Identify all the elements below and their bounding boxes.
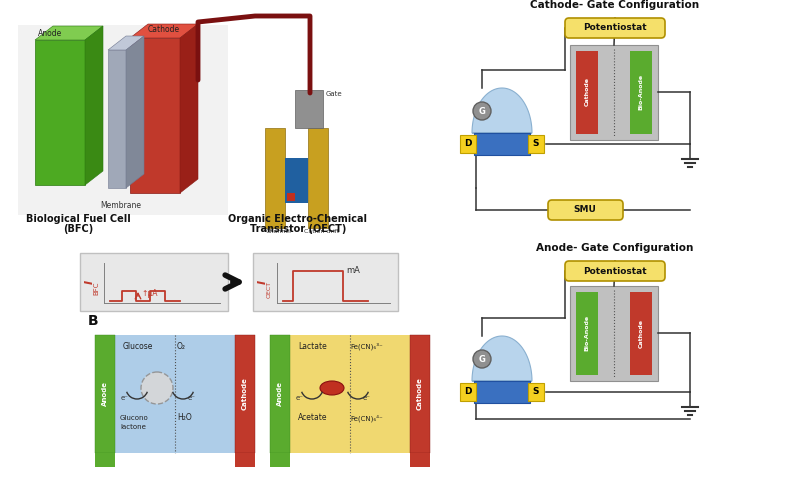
Text: I: I <box>258 280 268 284</box>
Text: Anode: Anode <box>277 382 283 407</box>
Text: Anode: Anode <box>102 382 108 407</box>
FancyBboxPatch shape <box>565 18 665 38</box>
Text: e⁻: e⁻ <box>363 395 371 401</box>
Text: Lactate: Lactate <box>298 342 326 351</box>
Bar <box>18 25 228 215</box>
Text: ↑μA: ↑μA <box>141 289 158 298</box>
Bar <box>235 335 255 453</box>
Polygon shape <box>85 26 103 185</box>
FancyBboxPatch shape <box>565 261 665 281</box>
Bar <box>528 135 544 153</box>
Bar <box>460 135 476 153</box>
Text: Membrane: Membrane <box>100 201 141 210</box>
Bar <box>130 38 180 193</box>
Text: SMU: SMU <box>574 205 597 215</box>
Text: Glucono: Glucono <box>120 415 149 421</box>
Text: OECT: OECT <box>266 280 271 298</box>
Bar <box>474 381 530 403</box>
Text: Glucose: Glucose <box>123 342 154 351</box>
Polygon shape <box>126 36 144 188</box>
Bar <box>410 335 430 453</box>
Circle shape <box>141 372 173 404</box>
Polygon shape <box>130 24 198 38</box>
Text: Cathode: Cathode <box>242 378 248 410</box>
Polygon shape <box>472 88 532 133</box>
Circle shape <box>473 102 491 120</box>
Bar <box>570 286 658 381</box>
Text: Cathode: Cathode <box>638 319 643 348</box>
Bar <box>528 383 544 401</box>
Bar <box>95 335 255 453</box>
Text: Gate: Gate <box>326 91 342 97</box>
Bar <box>287 193 295 201</box>
Bar <box>253 253 398 311</box>
Bar <box>270 453 290 467</box>
Polygon shape <box>108 36 144 50</box>
Polygon shape <box>472 336 532 381</box>
Text: G: G <box>478 355 486 363</box>
Text: (BFC): (BFC) <box>63 224 93 234</box>
Text: D: D <box>464 387 472 396</box>
Text: e⁻: e⁻ <box>121 395 129 401</box>
Bar <box>460 383 476 401</box>
Text: Organic Electro-Chemical: Organic Electro-Chemical <box>229 214 367 224</box>
Circle shape <box>473 350 491 368</box>
Bar <box>308 128 328 228</box>
Text: Fe(CN)₆⁴⁻: Fe(CN)₆⁴⁻ <box>350 414 382 421</box>
Polygon shape <box>35 26 103 40</box>
Bar <box>474 133 530 155</box>
FancyBboxPatch shape <box>548 200 623 220</box>
Text: Biological Fuel Cell: Biological Fuel Cell <box>26 214 130 224</box>
Text: e⁻: e⁻ <box>188 395 196 401</box>
Bar <box>295 90 323 128</box>
Text: lactone: lactone <box>120 424 146 430</box>
Bar <box>630 292 652 375</box>
Text: Acetate: Acetate <box>298 413 327 422</box>
Text: Potentiostat: Potentiostat <box>583 266 647 276</box>
Text: Bio-Anode: Bio-Anode <box>585 315 590 351</box>
Bar <box>630 51 652 134</box>
Bar <box>576 51 598 134</box>
Text: Cathode- Gate Configuration: Cathode- Gate Configuration <box>530 0 699 10</box>
Bar <box>95 453 115 467</box>
Text: Transistor (OECT): Transistor (OECT) <box>250 224 346 234</box>
Polygon shape <box>180 24 198 193</box>
Text: e⁻: e⁻ <box>296 395 304 401</box>
Text: I: I <box>85 280 95 284</box>
Text: Cathode: Cathode <box>148 25 180 34</box>
Text: Cation drift: Cation drift <box>304 229 339 234</box>
Text: D: D <box>464 140 472 148</box>
Bar <box>270 335 430 453</box>
Text: S: S <box>533 140 539 148</box>
Bar <box>235 453 255 467</box>
Text: BFC: BFC <box>93 281 99 295</box>
Bar <box>35 40 85 185</box>
Ellipse shape <box>320 381 344 395</box>
Text: Cathode: Cathode <box>585 77 590 107</box>
Text: mA: mA <box>346 266 360 275</box>
Text: Channel: Channel <box>266 229 292 234</box>
Bar <box>95 335 115 453</box>
Bar <box>570 45 658 140</box>
Bar <box>80 253 228 311</box>
Bar <box>410 453 430 467</box>
Text: Potentiostat: Potentiostat <box>583 24 647 33</box>
Text: Anode- Gate Configuration: Anode- Gate Configuration <box>536 243 694 253</box>
Text: Anode: Anode <box>38 29 62 38</box>
Bar <box>265 128 285 228</box>
Bar <box>285 158 308 203</box>
Bar <box>576 292 598 375</box>
Text: Bio-Anode: Bio-Anode <box>638 74 643 110</box>
Text: B: B <box>88 314 98 328</box>
Text: Cathode: Cathode <box>417 378 423 410</box>
Bar <box>270 335 290 453</box>
Bar <box>108 50 126 188</box>
Text: O₂: O₂ <box>177 342 186 351</box>
Text: Fe(CN)₆³⁻: Fe(CN)₆³⁻ <box>350 343 382 350</box>
Text: S: S <box>533 387 539 396</box>
Text: H₂O: H₂O <box>177 413 192 422</box>
Text: G: G <box>478 107 486 116</box>
